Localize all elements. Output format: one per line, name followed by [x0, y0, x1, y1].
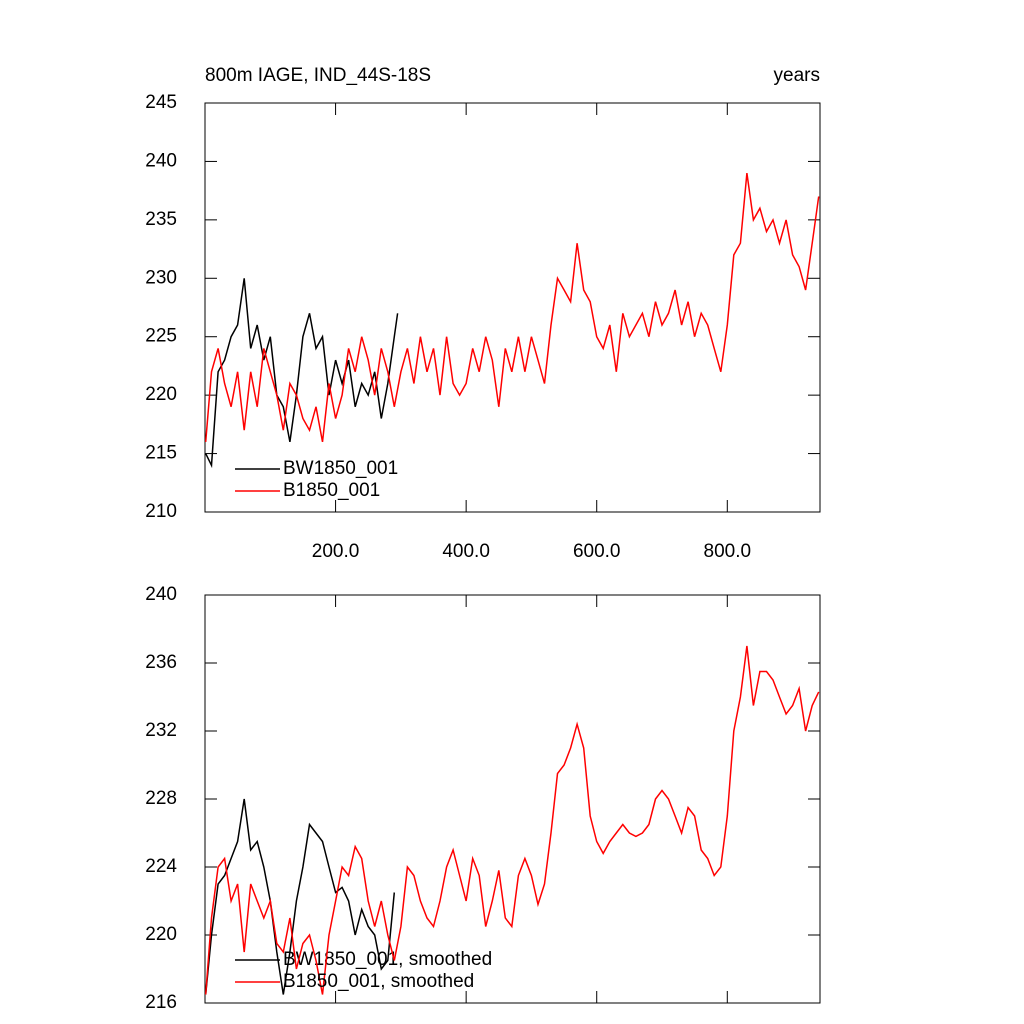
y-tick-label: 232 — [145, 720, 177, 741]
x-tick-label: 800.0 — [704, 541, 752, 562]
y-tick-label: 216 — [145, 992, 177, 1013]
plot-frame — [204, 102, 821, 513]
y-tick-label: 224 — [145, 856, 177, 877]
y-tick-label: 236 — [145, 652, 177, 673]
y-tick-label: 220 — [145, 384, 177, 405]
y-tick-label: 220 — [145, 924, 177, 945]
units-label: years — [774, 65, 820, 86]
plot-frame — [204, 594, 821, 1004]
y-tick-label: 228 — [145, 788, 177, 809]
y-tick-label: 245 — [145, 92, 177, 113]
legend-label: B1850_001 — [283, 480, 380, 501]
data-line — [204, 798, 396, 995]
data-line — [204, 172, 820, 443]
y-tick-label: 215 — [145, 443, 177, 464]
legend-label: BW1850_001 — [283, 458, 398, 479]
legend-label: BW1850_001, smoothed — [283, 949, 492, 970]
y-tick-label: 240 — [145, 584, 177, 605]
y-tick-label: 225 — [145, 326, 177, 347]
data-line — [205, 278, 399, 469]
x-tick-label: 200.0 — [312, 541, 360, 562]
y-tick-label: 235 — [145, 209, 177, 230]
x-tick-label: 600.0 — [573, 541, 621, 562]
x-tick-label: 400.0 — [442, 541, 490, 562]
data-line — [204, 645, 820, 995]
y-tick-label: 230 — [145, 267, 177, 288]
legend-label: B1850_001, smoothed — [283, 971, 474, 992]
chart-title: 800m IAGE, IND_44S-18S — [205, 65, 431, 86]
y-tick-label: 210 — [145, 501, 177, 522]
y-tick-label: 240 — [145, 150, 177, 171]
